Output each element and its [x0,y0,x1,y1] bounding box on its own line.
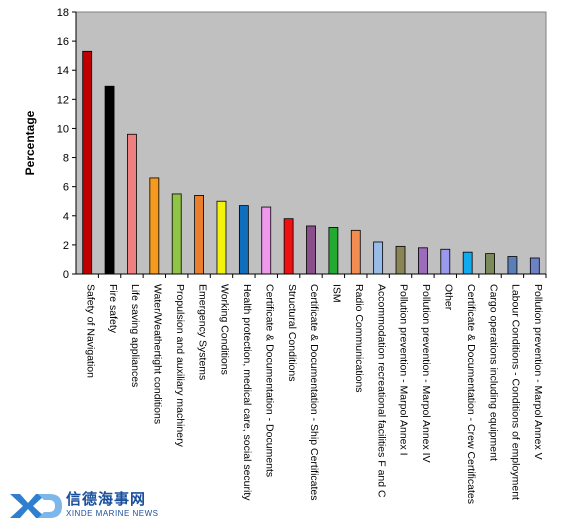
bar [373,241,384,275]
y-tick-label: 18 [57,7,69,19]
bar [82,50,93,275]
y-tick-label: 8 [63,153,69,165]
y-tick-label: 16 [57,36,69,48]
bar [149,177,160,275]
bar [104,85,115,275]
bar [238,205,249,275]
x-category-label: ISM [331,284,343,303]
bar [529,257,540,275]
x-category-label: Other [443,284,455,311]
bar [127,133,137,275]
y-tick-label: 0 [63,269,69,281]
x-category-label: Certificate & Documentation - Crew Certi… [465,284,477,504]
bar [194,194,204,275]
x-category-label: Accommodation recreational facilities F … [375,284,387,498]
bar [485,253,495,275]
x-category-label: Labour Conditions - Conditions of employ… [510,284,522,500]
y-axis-ticks: 0 2 4 6 8 10 12 14 16 18 [57,7,76,281]
bar [440,248,451,275]
y-tick-label: 4 [63,211,69,223]
x-axis-labels: Safety of Navigation Fire safety Life savi… [84,274,547,504]
x-category-label: Safety of Navigation [84,284,96,378]
y-tick-label: 10 [57,123,69,135]
y-tick-label: 2 [63,240,69,252]
bar [350,229,361,275]
x-category-label: Certificate & Documentation - Documents [263,284,275,477]
x-category-label: Structural Conditions [286,284,298,381]
x-category-label: Water/Weathertight conditions [152,284,164,424]
x-category-label: Radio Communications [353,284,365,393]
xinde-marine-news-logo: 信德海事网 XINDE MARINE NEWS [8,488,159,522]
y-tick-label: 14 [57,65,69,77]
bar [462,251,473,275]
x-category-label: Pollution prevention - Marpol Annex IV [420,284,432,463]
logo-english-text: XINDE MARINE NEWS [66,509,159,518]
bar [283,218,294,275]
bar [171,193,182,275]
x-category-label: Certificate & Documentation - Ship Certi… [308,284,320,501]
x-category-label: Fire safety [107,284,119,334]
x-category-label: Working Conditions [219,284,231,375]
xd-logo-icon [10,494,62,518]
x-category-label: Propulsion and auxiliary machinery [174,284,186,448]
x-category-label: Emergency Systems [196,284,208,380]
bar [328,227,339,275]
bar [395,245,406,275]
bar [306,225,316,275]
bar [216,200,227,275]
x-category-label: Health protection, medical care, social … [241,284,253,501]
bar [418,247,428,275]
bars [82,50,540,275]
x-category-label: Life saving appliances [129,284,141,387]
logo-chinese-text: 信德海事网 [66,490,147,508]
y-tick-label: 12 [57,94,69,106]
x-category-label: Pollution prevention - Marpol Annex V [532,284,544,460]
x-category-label: Cargo operations including equipment [487,284,499,461]
x-category-label: Pollution prevention - Marpol Annex I [398,284,410,456]
bar [261,206,272,275]
y-tick-label: 6 [63,182,69,194]
y-axis-title: Percentage [23,110,37,175]
bar [507,256,518,275]
